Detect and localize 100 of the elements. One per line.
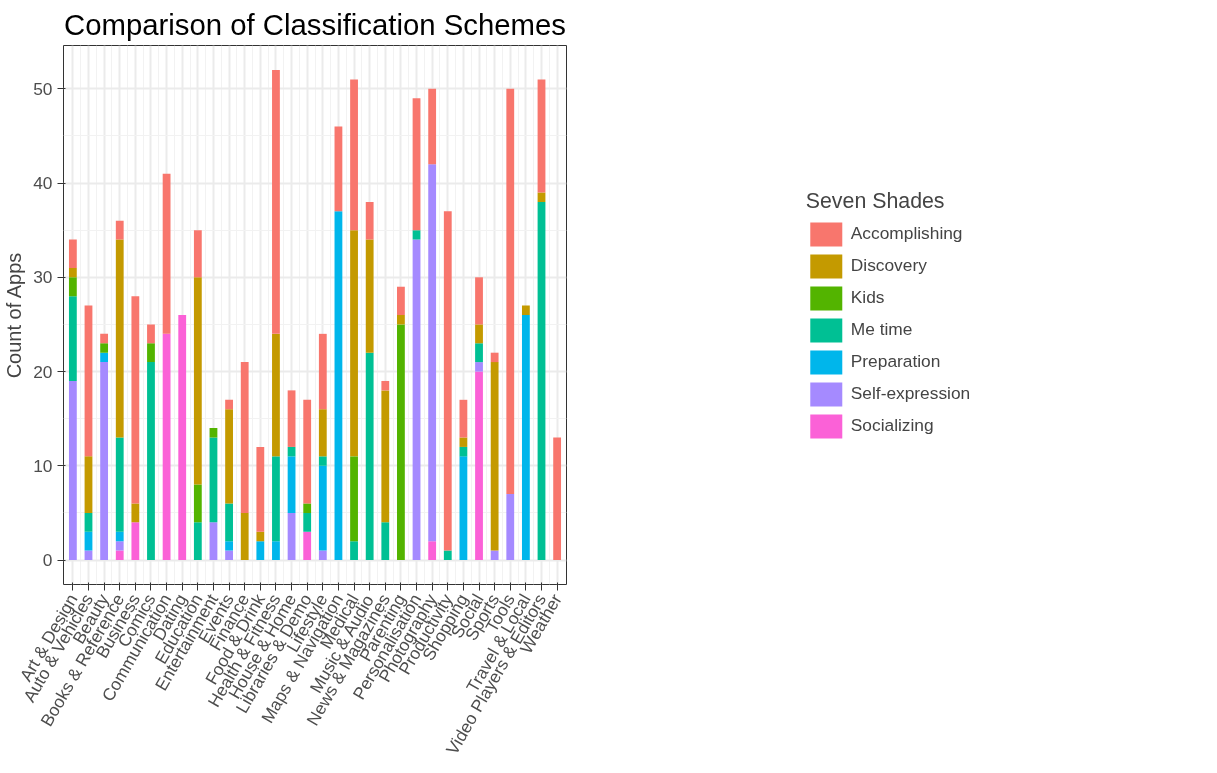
legend-label: Preparation [850,351,941,372]
bar [115,550,124,560]
bar [397,315,405,325]
bar [412,230,421,240]
y-axis-title: Count of Apps [3,252,26,379]
bar [521,305,530,315]
bar [272,456,280,542]
bar [350,230,358,457]
y-tick-label: 0 [42,550,53,570]
bar [225,503,233,542]
bar [475,371,483,560]
bar [475,362,483,372]
y-tick-label: 50 [33,78,53,99]
bar [256,446,265,532]
bar [147,343,155,363]
bar [131,296,140,504]
bar [115,541,124,551]
bar [162,173,171,334]
chart-title: Comparison of Classification Schemes [63,7,567,41]
bar [84,456,93,513]
bar [334,211,343,560]
bar [428,164,437,542]
bar [553,437,562,560]
bar [350,79,358,231]
bar [350,456,358,542]
legend-label: Socializing [850,415,934,436]
bar [490,352,499,363]
bar [318,333,327,410]
bar [68,239,77,268]
bar [381,390,390,523]
bar [318,550,327,560]
bar [225,409,233,504]
bar [365,352,374,560]
bar [100,333,109,344]
legend-label: Discovery [850,255,927,276]
bar [84,531,93,551]
bar [84,512,93,532]
legend-label: Accomplishing [850,223,963,244]
bar [147,324,155,344]
bar [537,79,546,193]
bar [115,220,124,240]
bar [303,399,312,504]
bar [303,512,312,532]
bar [240,362,249,513]
bar [225,550,233,560]
bar [475,343,483,363]
legend-title: Seven Shades [805,188,946,214]
bar [100,352,109,363]
bar [272,541,280,560]
bar [443,550,452,560]
bar [537,201,546,560]
bar [256,541,265,560]
bar [256,531,265,542]
bar [131,522,140,560]
bar [68,267,77,278]
bar [287,390,296,447]
bar [68,296,77,381]
bar [178,315,187,560]
bar [381,522,390,560]
bar [115,531,124,542]
y-tick-label: 10 [33,455,53,476]
bar [350,541,358,560]
bar [381,380,390,391]
bar [115,437,124,532]
bar [193,277,202,485]
bar [428,541,437,560]
legend-label: Kids [850,287,885,308]
bar [365,239,374,353]
bar [412,239,421,560]
bar [100,343,109,353]
bar [115,239,124,438]
bar [443,211,452,551]
bar [475,277,483,325]
bar [318,465,327,551]
bar [397,286,405,315]
bar [225,399,233,410]
bar [459,437,468,447]
bar [272,70,280,334]
bar [365,201,374,240]
bar [240,512,249,560]
bar [490,550,499,560]
bar [318,409,327,457]
y-tick-label: 40 [33,173,53,194]
bar [209,522,218,560]
bar [162,333,171,560]
y-tick-label: 20 [33,361,53,382]
bar [272,333,280,457]
bar [521,315,530,560]
bar [209,428,218,438]
bar [68,380,77,560]
bar [225,541,233,551]
bar [412,98,421,231]
bar [459,399,468,438]
legend-label: Me time [850,319,913,340]
bar [428,88,437,165]
bar [193,484,202,523]
bar [318,456,327,466]
bar [506,494,515,560]
bar [193,522,202,560]
bar [397,324,405,560]
